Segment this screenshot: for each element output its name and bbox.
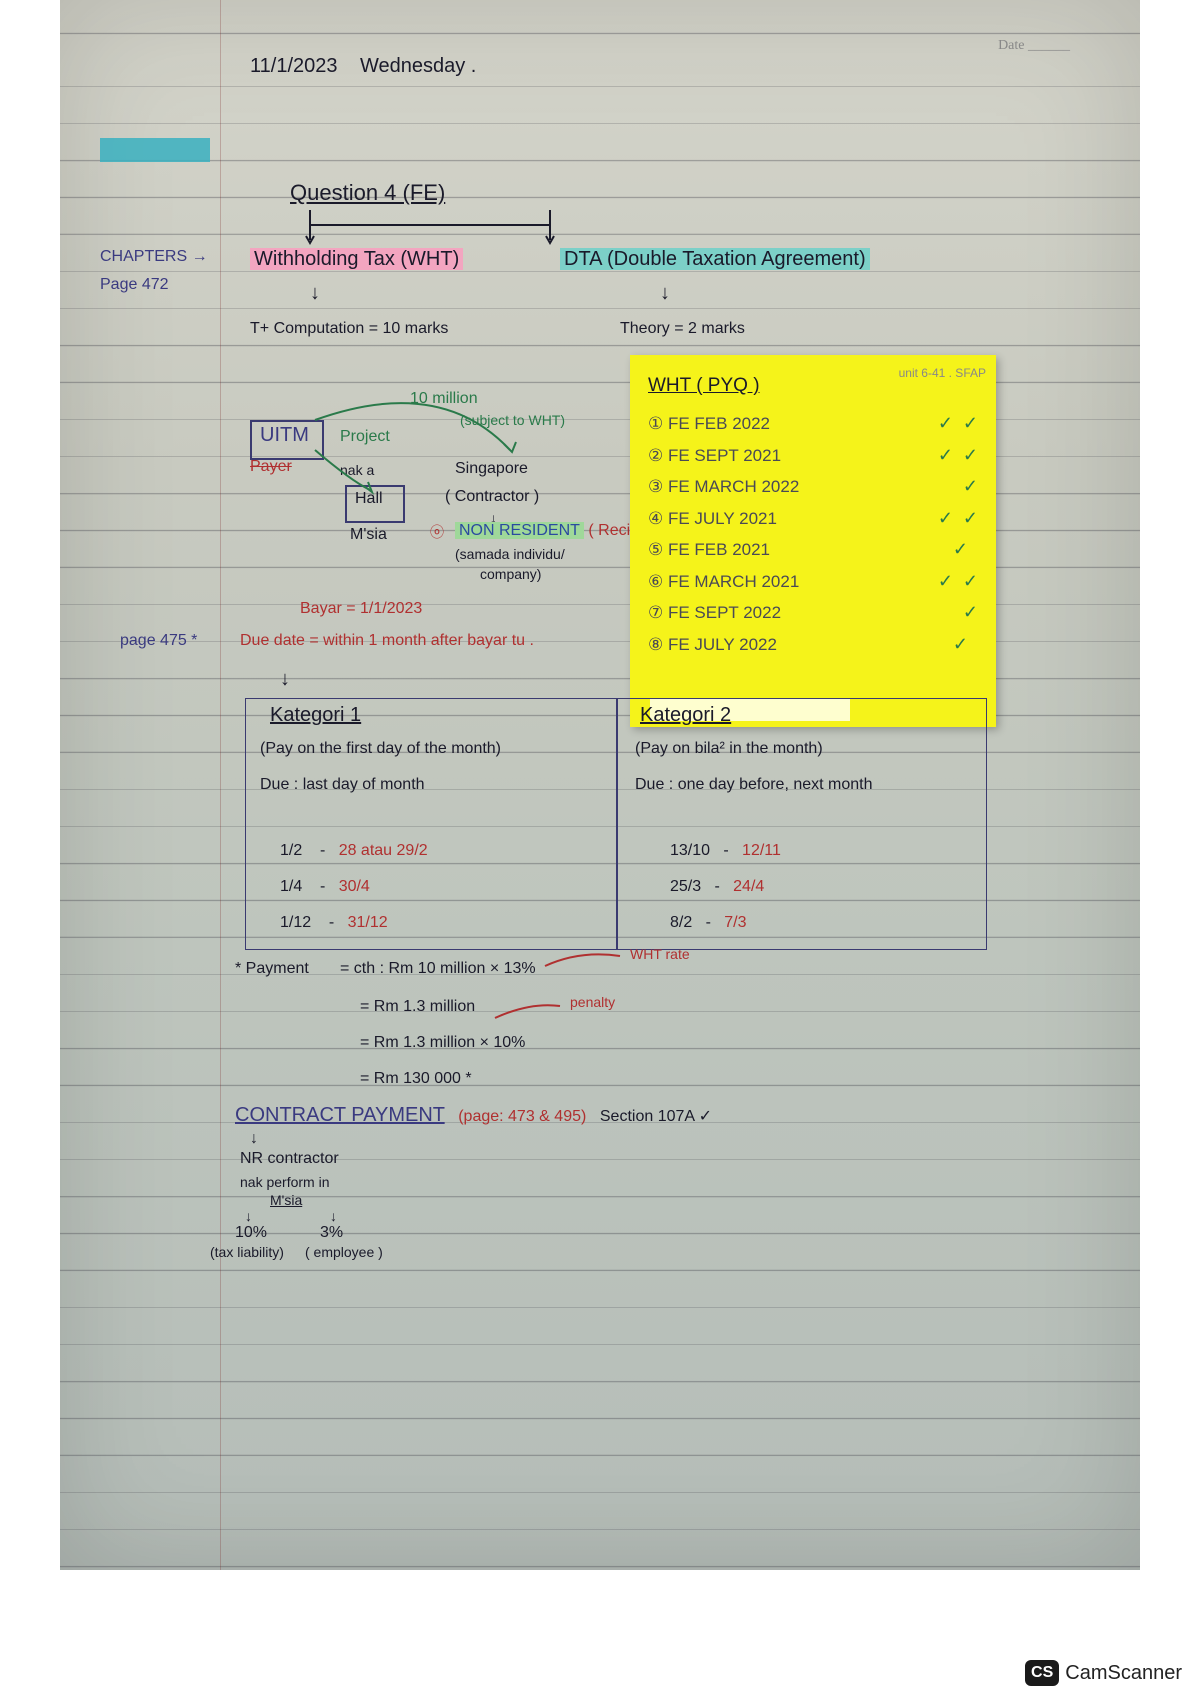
down-arrow-5: ↓ xyxy=(250,1130,258,1148)
question-title: Question 4 (FE) xyxy=(290,180,445,206)
down-arrow-6: ↓ xyxy=(245,1208,252,1224)
msia-note: M'sia xyxy=(270,1192,302,1208)
sticky-row: ④ FE JULY 2021✓✓ xyxy=(648,503,978,535)
payment-l1: = cth : Rm 10 million × 13% xyxy=(340,960,536,978)
nr-contractor: NR contractor xyxy=(240,1150,339,1168)
kat-row-left: 1/12 - 31/12 xyxy=(280,914,388,932)
wht-sub: T+ Computation = 10 marks xyxy=(250,320,448,338)
sticky-row: ⑥ FE MARCH 2021✓✓ xyxy=(648,566,978,598)
kat-row-right: 13/10 - 12/11 xyxy=(670,842,781,860)
payment-l3: = Rm 1.3 million × 10% xyxy=(360,1034,525,1052)
kategori-table xyxy=(245,698,987,950)
msia-label: M'sia xyxy=(350,526,387,544)
contract-section: Section 107A ✓ xyxy=(600,1108,712,1125)
date-text: 11/1/2023 xyxy=(250,55,338,78)
contract-title-text: CONTRACT PAYMENT xyxy=(235,1104,445,1126)
k2-desc: (Pay on bila² in the month) xyxy=(635,740,823,758)
sticky-row: ③ FE MARCH 2022✓ xyxy=(648,471,978,503)
k1-due: Due : last day of month xyxy=(260,776,425,794)
dta-sub: Theory = 2 marks xyxy=(620,320,745,338)
camscanner-watermark: CS CamScanner xyxy=(1025,1660,1182,1686)
cs-badge: CS xyxy=(1025,1660,1059,1686)
k2-title: Kategori 2 xyxy=(640,704,731,727)
k1-title: Kategori 1 xyxy=(270,704,361,727)
sticky-row: ⑧ FE JULY 2022✓ xyxy=(648,629,978,661)
down-arrow-4: ↓ xyxy=(280,668,290,691)
down-arrow-2: ↓ xyxy=(660,282,670,305)
k2-due: Due : one day before, next month xyxy=(635,776,872,794)
dta-title: DTA (Double Taxation Agreement) xyxy=(560,248,870,271)
hl-strip xyxy=(100,138,210,162)
margin-line xyxy=(220,0,221,1570)
payment-label: * Payment xyxy=(235,960,309,978)
lbl-right: ( employee ) xyxy=(305,1244,383,1260)
contract-pages: (page: 473 & 495) xyxy=(458,1108,586,1125)
pct-right: 3% xyxy=(320,1224,343,1242)
cs-text: CamScanner xyxy=(1065,1662,1182,1685)
sticky-row: ① FE FEB 2022✓✓ xyxy=(648,408,978,440)
k1-desc: (Pay on the first day of the month) xyxy=(260,740,501,758)
lbl-left: (tax liability) xyxy=(210,1244,284,1260)
down-arrow-1: ↓ xyxy=(310,282,320,305)
sticky-corner: unit 6-41 . SFAP xyxy=(899,363,986,384)
day-text: Wednesday . xyxy=(360,55,476,78)
wht-rate-note: WHT rate xyxy=(630,946,690,962)
penalty-note: penalty xyxy=(570,994,615,1010)
sticky-list: ① FE FEB 2022✓✓② FE SEPT 2021✓✓③ FE MARC… xyxy=(648,408,978,660)
dta-hl: DTA (Double Taxation Agreement) xyxy=(560,248,870,270)
kat-row-left: 1/2 - 28 atau 29/2 xyxy=(280,842,428,860)
due-line: Due date = within 1 month after bayar tu… xyxy=(240,632,534,650)
kat-row-right: 8/2 - 7/3 xyxy=(670,914,747,932)
diagram-arrows xyxy=(260,380,580,520)
page475-label: page 475 * xyxy=(120,632,197,650)
nr-hl: NON RESIDENT xyxy=(455,522,584,539)
sticky-row: ⑦ FE SEPT 2022✓ xyxy=(648,597,978,629)
circle-marker: ⓞ xyxy=(430,522,444,542)
notebook-page: Date ______ 11/1/2023 Wednesday . Questi… xyxy=(60,0,1140,1570)
nr-note2: company) xyxy=(480,566,541,582)
kat-row-right: 25/3 - 24/4 xyxy=(670,878,764,896)
payment-l1-text: = cth : Rm 10 million × 13% xyxy=(340,960,536,977)
sticky-row: ② FE SEPT 2021✓✓ xyxy=(648,440,978,472)
date-print-label: Date ______ xyxy=(998,38,1070,54)
pct-left: 10% xyxy=(235,1224,267,1242)
nr-note1: (samada individu/ xyxy=(455,546,565,562)
nr-label: NON RESIDENT ( Recipie xyxy=(455,522,652,540)
payment-l2: = Rm 1.3 million xyxy=(360,998,475,1016)
sticky-note: WHT ( PYQ ) unit 6-41 . SFAP ① FE FEB 20… xyxy=(630,355,996,727)
down-arrow-7: ↓ xyxy=(330,1208,337,1224)
bracket-arrow xyxy=(290,205,570,245)
kat-row-left: 1/4 - 30/4 xyxy=(280,878,370,896)
perform-note: nak perform in xyxy=(240,1174,329,1190)
table-divider xyxy=(616,699,618,949)
payment-l4: = Rm 130 000 * xyxy=(360,1070,472,1088)
chapters-label: CHAPTERS → xyxy=(100,248,208,266)
wht-title: Withholding Tax (WHT) xyxy=(250,248,463,271)
footer-whitespace: CS CamScanner xyxy=(0,1588,1200,1698)
page-ref: Page 472 xyxy=(100,276,169,294)
sticky-row: ⑤ FE FEB 2021✓ xyxy=(648,534,978,566)
contract-title: CONTRACT PAYMENT (page: 473 & 495) Secti… xyxy=(235,1104,712,1127)
wht-hl: Withholding Tax (WHT) xyxy=(250,248,463,270)
bayar-line: Bayar = 1/1/2023 xyxy=(300,600,422,618)
